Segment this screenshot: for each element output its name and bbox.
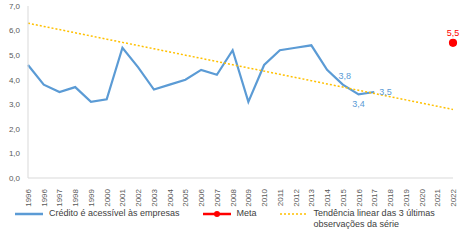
svg-text:0,0: 0,0 [9, 174, 21, 183]
svg-text:2007: 2007 [213, 188, 222, 206]
svg-text:7,0: 7,0 [9, 2, 21, 11]
svg-text:2000: 2000 [103, 188, 112, 206]
svg-text:1999: 1999 [87, 188, 96, 206]
svg-text:4,0: 4,0 [9, 76, 21, 85]
svg-text:2016: 2016 [355, 188, 364, 206]
svg-text:1998: 1998 [71, 188, 80, 206]
svg-text:1996: 1996 [24, 188, 33, 206]
svg-text:2015: 2015 [339, 188, 348, 206]
html-text:Crédito é acessível às empresa: Crédito é acessível às empresas [49, 208, 180, 218]
svg-text:2020: 2020 [418, 188, 427, 206]
svg-text:1996: 1996 [40, 188, 49, 206]
svg-text:1,0: 1,0 [9, 149, 21, 158]
svg-text:3,5: 3,5 [379, 87, 392, 97]
svg-text:2004: 2004 [166, 188, 175, 206]
svg-text:2019: 2019 [402, 188, 411, 206]
svg-text:3,4: 3,4 [352, 99, 365, 109]
svg-text:2009: 2009 [244, 188, 253, 206]
svg-text:3,0: 3,0 [9, 100, 21, 109]
svg-text:2003: 2003 [150, 188, 159, 206]
html-text:Meta: Meta [236, 208, 257, 218]
svg-text:2,0: 2,0 [9, 125, 21, 134]
svg-text:2022: 2022 [449, 188, 453, 206]
svg-text:2008: 2008 [229, 188, 238, 206]
svg-text:2002: 2002 [134, 188, 143, 206]
svg-text:2014: 2014 [323, 188, 332, 206]
svg-text:2017: 2017 [370, 188, 379, 206]
svg-text:2013: 2013 [307, 188, 316, 206]
svg-text:2006: 2006 [197, 188, 206, 206]
svg-text:2005: 2005 [181, 188, 190, 206]
svg-text:2010: 2010 [260, 188, 269, 206]
svg-text:2001: 2001 [118, 188, 127, 206]
svg-text:3,8: 3,8 [339, 71, 352, 81]
html-text:Tendência linear das 3 últimas: Tendência linear das 3 últimas observaçõ… [313, 208, 435, 229]
svg-text:1997: 1997 [55, 188, 64, 206]
svg-text:6,0: 6,0 [9, 26, 21, 35]
svg-text:2011: 2011 [276, 188, 285, 206]
svg-text:2012: 2012 [292, 188, 301, 206]
svg-text:2021: 2021 [433, 188, 442, 206]
svg-text:5,0: 5,0 [9, 51, 21, 60]
svg-text:5,5: 5,5 [447, 28, 453, 38]
svg-text:2018: 2018 [386, 188, 395, 206]
